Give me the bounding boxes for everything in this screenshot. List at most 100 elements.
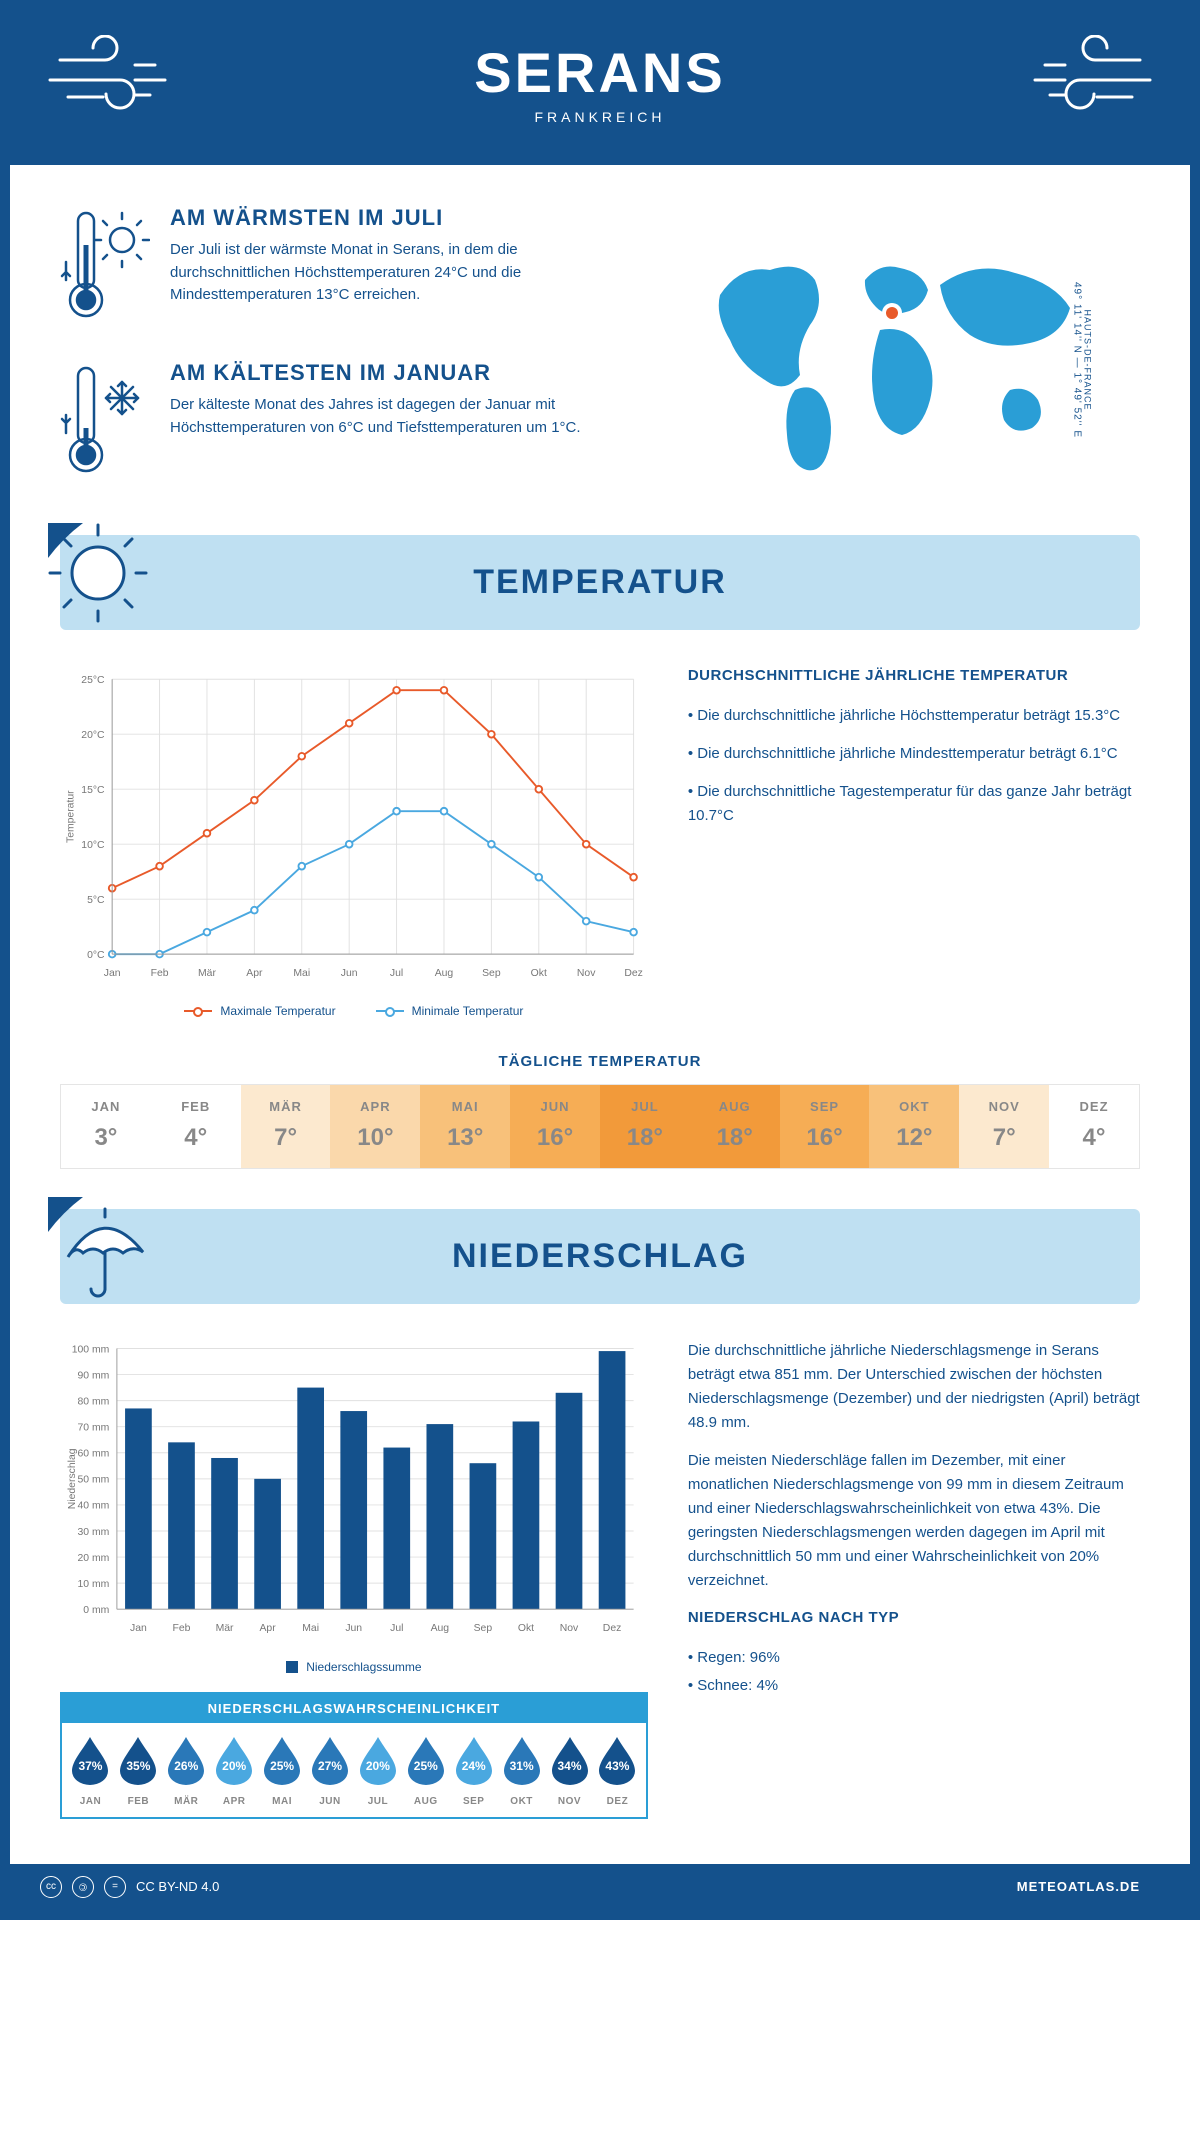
svg-text:30 mm: 30 mm: [77, 1527, 109, 1538]
temperature-line-chart: 0°C 5°C 10°C 15°C 20°C 25°C Jan Feb Mär Apr Mai Jun…: [60, 665, 648, 1018]
nd-icon: =: [104, 1876, 126, 1898]
precipitation-title: NIEDERSCHLAG: [452, 1237, 748, 1276]
svg-text:40 mm: 40 mm: [77, 1501, 109, 1512]
probability-drop: 24%SEP: [451, 1735, 496, 1807]
temp-legend: Maximale Temperatur Minimale Temperatur: [60, 1004, 648, 1018]
site-name: METEOATLAS.DE: [1017, 1879, 1140, 1894]
svg-text:Mär: Mär: [216, 1623, 234, 1634]
daily-cell: AUG18°: [690, 1085, 780, 1168]
cc-icon: cc: [40, 1876, 62, 1898]
temperature-summary: DURCHSCHNITTLICHE JÄHRLICHE TEMPERATUR •…: [688, 665, 1140, 1018]
svg-text:Apr: Apr: [259, 1623, 276, 1634]
intro-section: AM WÄRMSTEN IM JULI Der Juli ist der wär…: [10, 165, 1190, 535]
city-title: SERANS: [180, 40, 1020, 105]
daily-cell: NOV7°: [959, 1085, 1049, 1168]
svg-text:5°C: 5°C: [87, 895, 105, 906]
probability-drop: 25%AUG: [403, 1735, 448, 1807]
temperature-title: TEMPERATUR: [473, 563, 727, 602]
svg-text:Mai: Mai: [293, 968, 310, 979]
svg-text:Jan: Jan: [104, 968, 121, 979]
coldest-title: AM KÄLTESTEN IM JANUAR: [170, 360, 610, 386]
svg-text:Jan: Jan: [130, 1623, 147, 1634]
wind-icon-right: [1020, 35, 1160, 130]
svg-text:Okt: Okt: [531, 968, 547, 979]
svg-text:25°C: 25°C: [81, 675, 105, 686]
country-subtitle: FRANKREICH: [180, 109, 1020, 125]
daily-cell: MAI13°: [420, 1085, 510, 1168]
probability-drop: 43%DEZ: [595, 1735, 640, 1807]
svg-text:100 mm: 100 mm: [72, 1345, 110, 1356]
probability-drop: 20%JUL: [355, 1735, 400, 1807]
svg-text:Okt: Okt: [518, 1623, 534, 1634]
svg-text:Jun: Jun: [345, 1623, 362, 1634]
svg-text:Aug: Aug: [431, 1623, 450, 1634]
thermometer-snow-icon: [60, 360, 150, 485]
svg-text:Nov: Nov: [560, 1623, 579, 1634]
daily-cell: MÄR7°: [241, 1085, 331, 1168]
daily-temp-title: TÄGLICHE TEMPERATUR: [10, 1053, 1190, 1070]
svg-text:10 mm: 10 mm: [77, 1579, 109, 1590]
probability-drop: 26%MÄR: [164, 1735, 209, 1807]
sun-icon: [48, 523, 163, 643]
precipitation-banner: NIEDERSCHLAG: [60, 1209, 1140, 1304]
probability-drop: 31%OKT: [499, 1735, 544, 1807]
svg-text:0 mm: 0 mm: [83, 1605, 109, 1616]
svg-text:10°C: 10°C: [81, 840, 105, 851]
warmest-title: AM WÄRMSTEN IM JULI: [170, 205, 610, 231]
svg-text:Mär: Mär: [198, 968, 216, 979]
daily-cell: DEZ4°: [1049, 1085, 1139, 1168]
probability-drop: 34%NOV: [547, 1735, 592, 1807]
svg-text:Dez: Dez: [603, 1623, 622, 1634]
svg-text:80 mm: 80 mm: [77, 1397, 109, 1408]
daily-cell: OKT12°: [869, 1085, 959, 1168]
probability-drop: 37%JAN: [68, 1735, 113, 1807]
svg-text:60 mm: 60 mm: [77, 1449, 109, 1460]
precip-probability-box: NIEDERSCHLAGSWAHRSCHEINLICHKEIT 37%JAN35…: [60, 1692, 648, 1819]
world-map: HAUTS-DE-FRANCE 49° 11' 14'' N — 1° 49' …: [640, 205, 1140, 515]
daily-cell: JUN16°: [510, 1085, 600, 1168]
probability-drop: 35%FEB: [116, 1735, 161, 1807]
daily-cell: SEP16°: [780, 1085, 870, 1168]
daily-cell: JAN3°: [61, 1085, 151, 1168]
daily-cell: APR10°: [330, 1085, 420, 1168]
svg-text:Jul: Jul: [390, 1623, 403, 1634]
coldest-text: Der kälteste Monat des Jahres ist dagege…: [170, 394, 610, 439]
svg-text:Sep: Sep: [474, 1623, 493, 1634]
probability-drop: 20%APR: [212, 1735, 257, 1807]
header: SERANS FRANKREICH: [10, 10, 1190, 165]
svg-text:Temperatur: Temperatur: [65, 790, 76, 843]
wind-icon-left: [40, 35, 180, 130]
svg-text:90 mm: 90 mm: [77, 1371, 109, 1382]
svg-text:20 mm: 20 mm: [77, 1553, 109, 1564]
svg-text:15°C: 15°C: [81, 785, 105, 796]
daily-cell: JUL18°: [600, 1085, 690, 1168]
infographic-page: SERANS FRANKREICH: [0, 0, 1200, 1920]
svg-text:70 mm: 70 mm: [77, 1423, 109, 1434]
svg-text:50 mm: 50 mm: [77, 1475, 109, 1486]
probability-drop: 25%MAI: [260, 1735, 305, 1807]
precipitation-bar-chart: 0 mm 10 mm 20 mm 30 mm 40 mm 50 mm 60 mm 70 mm 8…: [60, 1339, 648, 1673]
by-icon: 🄯: [72, 1876, 94, 1898]
svg-text:Sep: Sep: [482, 968, 501, 979]
warmest-text: Der Juli ist der wärmste Monat in Serans…: [170, 239, 610, 307]
svg-text:Dez: Dez: [624, 968, 643, 979]
temperature-banner: TEMPERATUR: [60, 535, 1140, 630]
svg-text:Feb: Feb: [151, 968, 169, 979]
svg-text:20°C: 20°C: [81, 730, 105, 741]
svg-text:0°C: 0°C: [87, 950, 105, 961]
license-text: CC BY-ND 4.0: [136, 1879, 219, 1894]
warmest-block: AM WÄRMSTEN IM JULI Der Juli ist der wär…: [60, 205, 610, 330]
svg-text:Jul: Jul: [390, 968, 403, 979]
daily-cell: FEB4°: [151, 1085, 241, 1168]
thermometer-sun-icon: [60, 205, 150, 330]
coordinates: HAUTS-DE-FRANCE 49° 11' 14'' N — 1° 49' …: [1071, 282, 1092, 438]
svg-text:Jun: Jun: [341, 968, 358, 979]
svg-text:Niederschlag: Niederschlag: [67, 1449, 78, 1510]
coldest-block: AM KÄLTESTEN IM JANUAR Der kälteste Mona…: [60, 360, 610, 485]
svg-text:Feb: Feb: [173, 1623, 191, 1634]
svg-text:Aug: Aug: [435, 968, 454, 979]
svg-text:Apr: Apr: [246, 968, 263, 979]
precipitation-summary: Die durchschnittliche jährliche Niedersc…: [688, 1339, 1140, 1818]
probability-drop: 27%JUN: [308, 1735, 353, 1807]
umbrella-icon: [48, 1197, 163, 1317]
